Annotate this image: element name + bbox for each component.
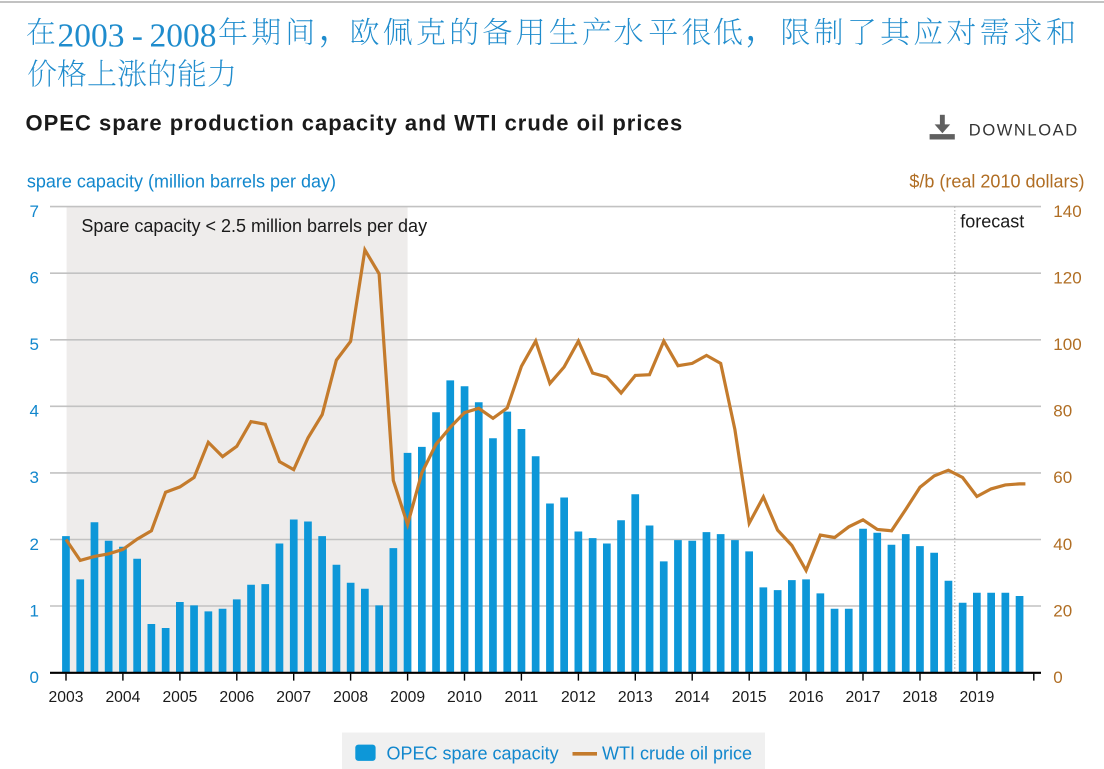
svg-text:forecast: forecast — [960, 211, 1024, 231]
svg-text:20: 20 — [1053, 601, 1072, 620]
svg-text:2011: 2011 — [505, 689, 539, 706]
svg-text:60: 60 — [1053, 468, 1072, 487]
svg-text:2019: 2019 — [959, 689, 994, 706]
svg-text:2009: 2009 — [390, 689, 425, 706]
svg-text:WTI crude oil price: WTI crude oil price — [602, 744, 752, 764]
svg-text:spare capacity (million barrel: spare capacity (million barrels per day) — [27, 171, 336, 191]
svg-text:2: 2 — [30, 535, 39, 554]
svg-text:0: 0 — [1053, 668, 1062, 687]
svg-text:2005: 2005 — [162, 689, 197, 706]
svg-text:4: 4 — [30, 402, 39, 421]
svg-text:2012: 2012 — [561, 689, 596, 706]
svg-text:2004: 2004 — [105, 689, 140, 706]
svg-text:5: 5 — [30, 335, 39, 354]
svg-text:2006: 2006 — [219, 689, 254, 706]
svg-text:1: 1 — [30, 601, 39, 620]
svg-text:120: 120 — [1053, 269, 1081, 288]
svg-text:OPEC spare production capacity: OPEC spare production capacity and WTI c… — [26, 110, 684, 135]
svg-text:140: 140 — [1053, 202, 1081, 221]
svg-text:0: 0 — [30, 668, 39, 687]
svg-text:2008: 2008 — [333, 689, 368, 706]
svg-text:3: 3 — [30, 468, 39, 487]
svg-text:2018: 2018 — [903, 689, 938, 706]
svg-text:2007: 2007 — [276, 689, 311, 706]
svg-text:2003: 2003 — [49, 689, 84, 706]
svg-text:2015: 2015 — [732, 689, 767, 706]
svg-text:40: 40 — [1053, 535, 1072, 554]
svg-text:Spare capacity < 2.5 million b: Spare capacity < 2.5 million barrels per… — [81, 216, 427, 236]
svg-text:2014: 2014 — [675, 689, 710, 706]
svg-text:2017: 2017 — [846, 689, 881, 706]
svg-text:100: 100 — [1053, 335, 1081, 354]
svg-text:2016: 2016 — [789, 689, 824, 706]
svg-text:2010: 2010 — [447, 689, 482, 706]
svg-text:OPEC spare capacity: OPEC spare capacity — [387, 744, 559, 764]
svg-text:DOWNLOAD: DOWNLOAD — [969, 121, 1079, 139]
svg-text:6: 6 — [30, 269, 39, 288]
svg-text:$/b (real 2010 dollars): $/b (real 2010 dollars) — [909, 171, 1084, 191]
svg-text:7: 7 — [30, 202, 39, 221]
svg-text:2013: 2013 — [618, 689, 653, 706]
svg-text:80: 80 — [1053, 402, 1072, 421]
